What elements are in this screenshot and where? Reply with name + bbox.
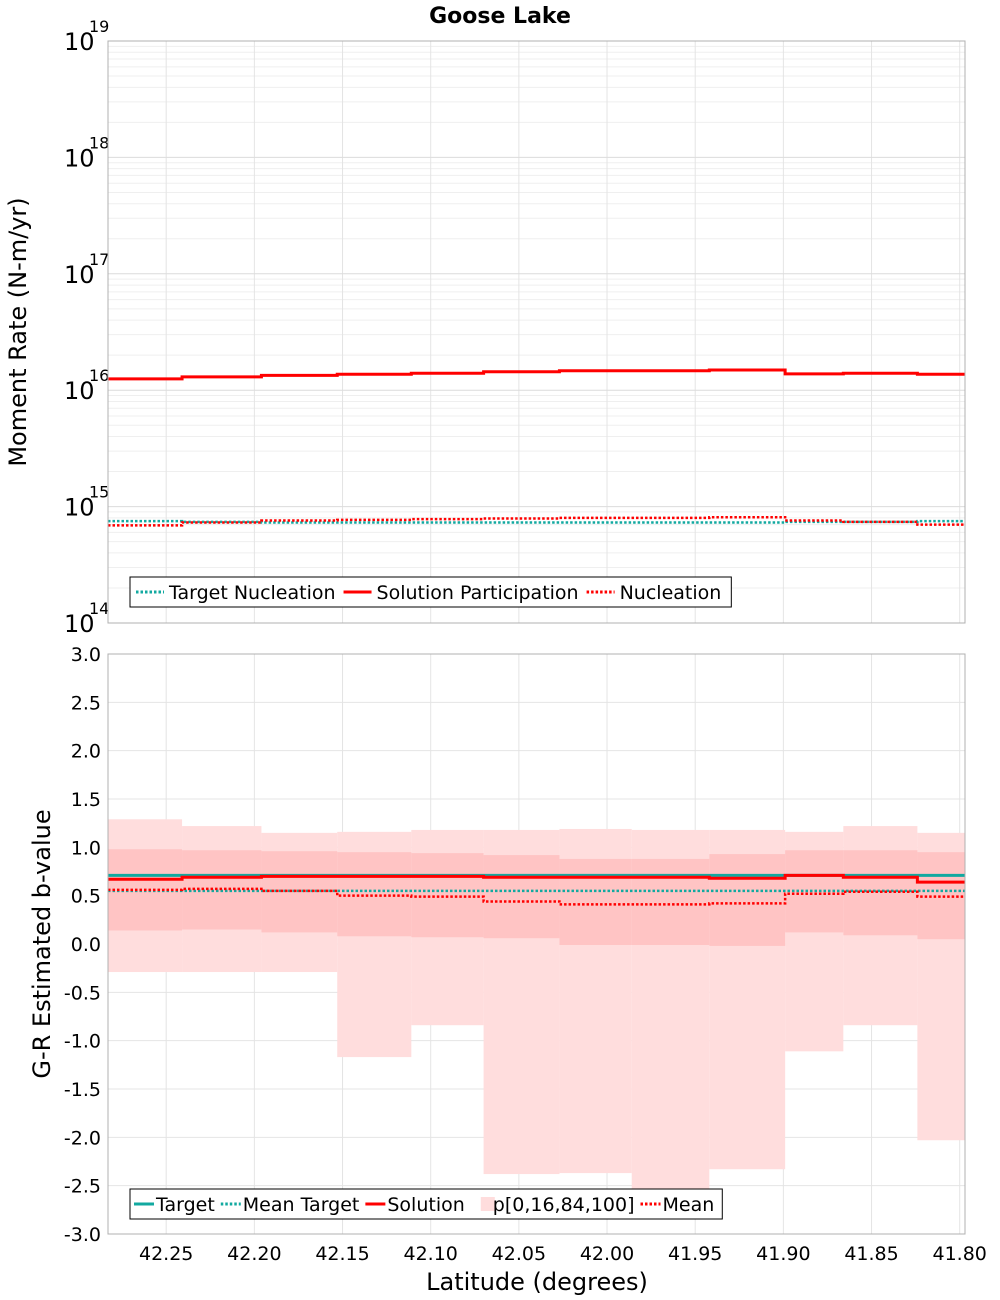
x-tick-label: 42.05 [492,1243,546,1265]
x-axis-label: Latitude (degrees) [426,1268,648,1296]
y-tick-label: 2.5 [71,692,101,714]
series-line-solution-participation [108,368,965,381]
legend-bottom: Target Mean Target Solution p[0,16,84,100] M… [129,1188,723,1220]
series-line-solution [108,873,965,884]
legend-label: Mean [663,1194,715,1216]
y-tick-label: 3.0 [71,644,101,666]
y-tick-label: -2.0 [64,1127,101,1149]
y-tick-label: 10 [64,28,95,56]
y-tick-label: 10 [64,494,95,522]
legend-box [129,1188,723,1220]
y-tick-exponent: 16 [89,366,109,385]
band-p16-p84 [631,858,710,945]
x-tick-label: 42.15 [315,1243,369,1265]
legend-label: Nucleation [620,582,722,604]
band-p16-p84 [483,855,560,939]
bottom-y-axis-label: G-R Estimated b-value [28,809,56,1078]
y-tick-label: -0.5 [64,982,101,1004]
band-p16-p84 [337,852,412,937]
top-y-axis-label: Moment Rate (N-m/yr) [4,197,32,466]
x-tick-label: 41.85 [844,1243,898,1265]
legend-label: Solution [387,1194,464,1216]
y-tick-label: 10 [64,261,95,289]
y-tick-exponent: 18 [89,133,109,152]
x-tick-label: 41.95 [668,1243,722,1265]
legend-label: p[0,16,84,100] [493,1194,635,1216]
legend-label: Target [155,1194,215,1216]
plot-frame [107,653,966,1235]
x-tick-label: 41.80 [933,1243,987,1265]
band-p16-p84 [709,854,786,946]
y-tick-label: 1.0 [71,837,101,859]
y-tick-exponent: 14 [89,599,109,618]
plot-frame [107,40,966,624]
b-value-panel: -3.0 -2.5 -2.0 -1.5 -1.0 -0.5 0.0 0.5 1.0 1.5 2.0 2… [64,644,987,1265]
y-tick-label: -3.0 [64,1224,101,1246]
y-tick-label: 10 [64,144,95,172]
y-tick-label: -2.5 [64,1176,101,1198]
y-tick-label: 0.5 [71,886,101,908]
x-tick-label: 41.90 [756,1243,810,1265]
y-tick-label: 0.0 [71,934,101,956]
x-tick-label: 42.10 [403,1243,457,1265]
x-tick-label: 42.20 [227,1243,281,1265]
legend-box [129,576,732,608]
legend-label: Solution Participation [377,582,579,604]
y-tick-exponent: 15 [89,483,109,502]
y-tick-exponent: 17 [89,250,109,269]
x-tick-label: 42.00 [580,1243,634,1265]
legend-label: Mean Target [243,1194,360,1216]
series-line-target-nucleation [108,519,965,524]
legend-swatch [480,1197,495,1211]
legend-label: Target Nucleation [168,582,336,604]
series-line-nucleation [108,516,965,527]
y-tick-label: 10 [64,610,95,638]
y-tick-label: -1.0 [64,1031,101,1053]
y-tick-label: 2.0 [71,741,101,763]
band-p16-p84 [559,858,632,945]
chart-title: Goose Lake [429,4,571,29]
x-tick-label: 42.25 [139,1243,193,1265]
series-line-mean [108,887,965,906]
y-tick-label: 1.5 [71,789,101,811]
y-tick-label: -1.5 [64,1079,101,1101]
y-tick-label: 10 [64,377,95,405]
y-tick-exponent: 19 [89,17,109,36]
band-p16-p84 [411,853,484,938]
legend-top: Target Nucleation Solution Participation N… [129,576,732,608]
